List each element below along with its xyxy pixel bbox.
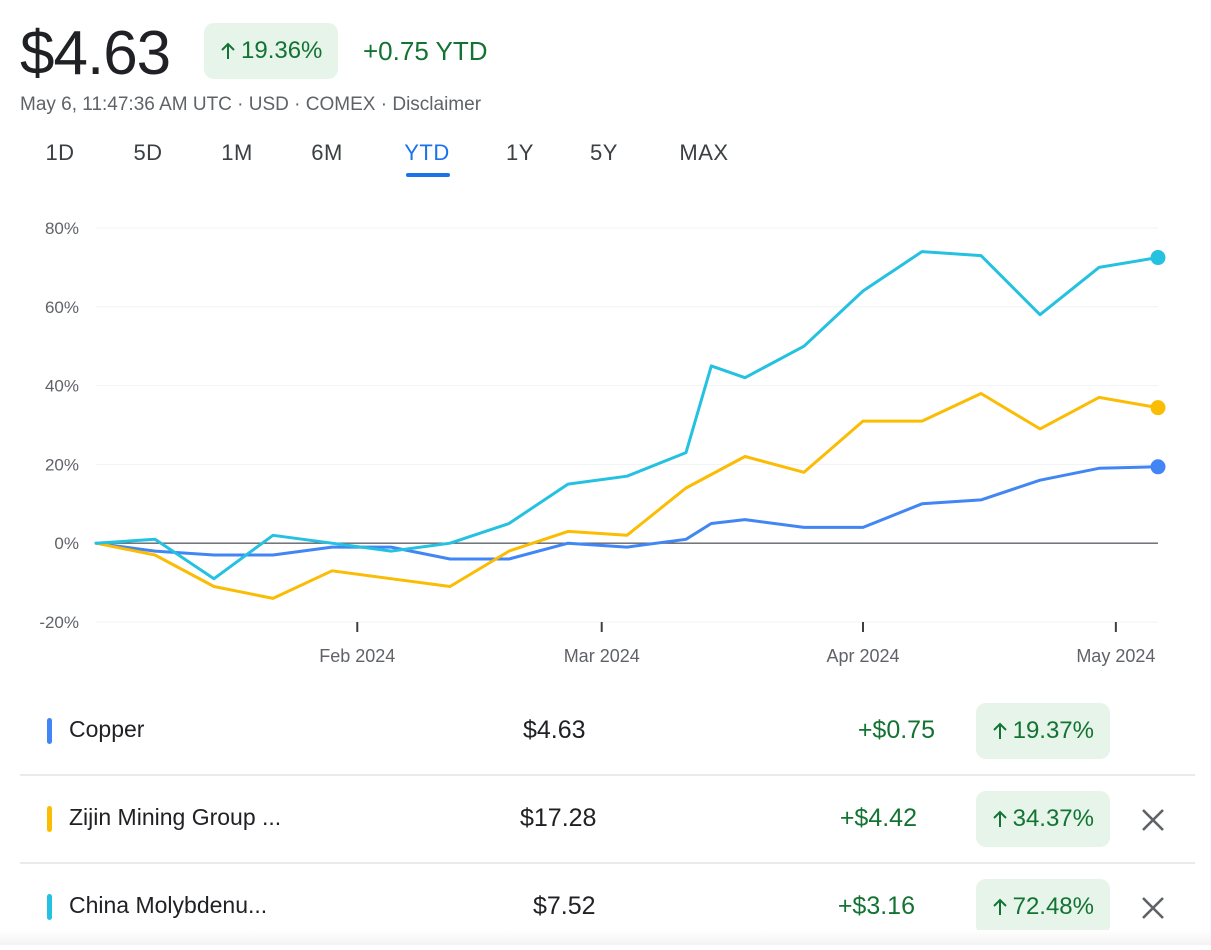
arrow-up-icon: [992, 810, 1007, 827]
comparison-name: Copper: [69, 716, 145, 742]
percent-change-value: 19.36%: [241, 37, 323, 64]
series-color-swatch: [47, 718, 52, 744]
tab-1y[interactable]: 1Y: [506, 140, 534, 165]
comparison-pct-value: 34.37%: [1012, 805, 1094, 832]
arrow-up-icon: [992, 898, 1007, 915]
series-line-copper: [94, 465, 1160, 561]
current-price: $4.63: [20, 19, 171, 88]
comparison-pct-value: 19.37%: [1012, 717, 1094, 744]
y-tick-label: 20%: [45, 455, 79, 474]
x-tick-label: Mar 2024: [564, 646, 640, 666]
series-line-china-molybdenu: [94, 250, 1160, 581]
y-tick-label: 40%: [45, 377, 79, 396]
comparison-price: $4.63: [523, 716, 586, 744]
tab-max[interactable]: MAX: [679, 140, 729, 165]
comparison-price: $7.52: [533, 892, 596, 920]
tab-5d[interactable]: 5D: [133, 140, 163, 165]
comparison-pct-badge: 34.37%: [975, 791, 1110, 847]
comparison-row-copper[interactable]: Copper $4.63 +$0.75 19.37%: [20, 688, 1195, 776]
tab-5y[interactable]: 5Y: [590, 140, 618, 165]
arrow-up-icon: [221, 42, 235, 59]
series-color-swatch: [47, 806, 52, 832]
quote-meta: May 6, 11:47:36 AM UTC · USD · COMEX · D…: [20, 94, 482, 115]
series-color-swatch: [47, 894, 52, 920]
series-end-dot-china-molybdenu: [1150, 250, 1166, 266]
y-tick-label: -20%: [39, 613, 79, 632]
active-tab-indicator: [406, 173, 450, 177]
x-tick-label: May 2024: [1076, 646, 1155, 666]
comparison-list: Copper $4.63 +$0.75 19.37% Zijin Mining …: [20, 688, 1195, 950]
x-tick-label: Apr 2024: [826, 646, 899, 666]
comparison-name: Zijin Mining Group ...: [69, 804, 282, 830]
absolute-change: +0.75 YTD: [363, 36, 488, 66]
series-end-dot-zijin-mining-group: [1150, 400, 1166, 416]
tab-ytd[interactable]: YTD: [404, 140, 450, 165]
comparison-price: $17.28: [520, 804, 597, 832]
range-tabs: 1D 5D 1M 6M YTD 1Y 5Y MAX: [30, 140, 770, 184]
comparison-row-china-molybdenum[interactable]: China Molybdenu... $7.52 +$3.16 72.48%: [20, 864, 1195, 950]
comparison-pct-badge: 72.48%: [975, 879, 1110, 935]
comparison-pct-badge: 19.37%: [975, 703, 1110, 759]
arrow-up-icon: [992, 722, 1007, 739]
close-icon[interactable]: [1138, 893, 1168, 923]
comparison-name: China Molybdenu...: [69, 892, 268, 918]
comparison-abs-change: +$4.42: [839, 804, 917, 832]
comparison-abs-change: +$3.16: [837, 892, 915, 920]
series-line-zijin-mining-group: [94, 392, 1160, 600]
series-end-dot-copper: [1150, 459, 1166, 475]
comparison-abs-change: +$0.75: [857, 716, 935, 744]
tab-1m[interactable]: 1M: [221, 140, 253, 165]
y-tick-label: 0%: [54, 534, 79, 553]
comparison-row-zijin[interactable]: Zijin Mining Group ... $17.28 +$4.42 34.…: [20, 776, 1195, 864]
tab-1d[interactable]: 1D: [45, 140, 75, 165]
price-chart: 80% 60% 40% 20% 0% -20% Feb 2024 Mar 2024 Apr 20…: [39, 219, 1166, 666]
y-tick-label: 80%: [45, 219, 79, 238]
bottom-edge: [0, 930, 1211, 945]
y-tick-label: 60%: [45, 298, 79, 317]
percent-change-badge: 19.36%: [204, 23, 339, 79]
x-tick-label: Feb 2024: [319, 646, 395, 666]
comparison-pct-value: 72.48%: [1012, 893, 1094, 920]
close-icon[interactable]: [1138, 805, 1168, 835]
tab-6m[interactable]: 6M: [311, 140, 343, 165]
